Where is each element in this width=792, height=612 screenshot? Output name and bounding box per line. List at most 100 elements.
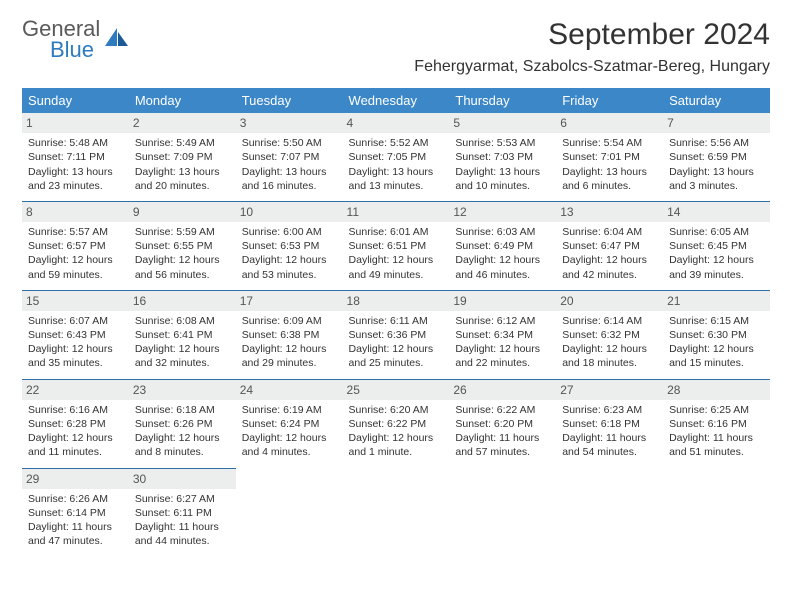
calendar-day-cell: 11Sunrise: 6:01 AMSunset: 6:51 PMDayligh… xyxy=(343,201,450,290)
sunrise-line: Sunrise: 5:48 AM xyxy=(28,136,123,150)
sunrise-line: Sunrise: 5:49 AM xyxy=(135,136,230,150)
calendar-day-cell: 5Sunrise: 5:53 AMSunset: 7:03 PMDaylight… xyxy=(449,113,556,201)
logo-sail-icon xyxy=(104,26,130,55)
day-number: 5 xyxy=(449,113,556,133)
calendar-day-cell: 9Sunrise: 5:59 AMSunset: 6:55 PMDaylight… xyxy=(129,201,236,290)
day-number: 25 xyxy=(343,380,450,400)
daylight-line: Daylight: 12 hours xyxy=(135,431,230,445)
daylight-line: and 15 minutes. xyxy=(669,356,764,370)
sunset-line: Sunset: 7:05 PM xyxy=(349,150,444,164)
calendar-day-cell: 23Sunrise: 6:18 AMSunset: 6:26 PMDayligh… xyxy=(129,379,236,468)
sunset-line: Sunset: 6:28 PM xyxy=(28,417,123,431)
calendar-day-cell: 2Sunrise: 5:49 AMSunset: 7:09 PMDaylight… xyxy=(129,113,236,201)
calendar-day-cell: . xyxy=(343,468,450,556)
daylight-line: Daylight: 13 hours xyxy=(135,165,230,179)
sunset-line: Sunset: 6:30 PM xyxy=(669,328,764,342)
calendar-day-cell: 15Sunrise: 6:07 AMSunset: 6:43 PMDayligh… xyxy=(22,290,129,379)
calendar-day-cell: 18 Sunrise: 6:11 AMSunset: 6:36 PMDayligh… xyxy=(343,290,450,379)
sunrise-line: Sunrise: 5:54 AM xyxy=(562,136,657,150)
sunrise-line: Sunrise: 5:52 AM xyxy=(349,136,444,150)
sunrise-line: Sunrise: 6:14 AM xyxy=(562,314,657,328)
calendar-day-cell: 1Sunrise: 5:48 AMSunset: 7:11 PMDaylight… xyxy=(22,113,129,201)
calendar-day-cell: 4Sunrise: 5:52 AMSunset: 7:05 PMDaylight… xyxy=(343,113,450,201)
day-number: 6 xyxy=(556,113,663,133)
sunset-line: Sunset: 7:09 PM xyxy=(135,150,230,164)
sunset-line: Sunset: 6:47 PM xyxy=(562,239,657,253)
calendar-day-cell: 12Sunrise: 6:03 AMSunset: 6:49 PMDayligh… xyxy=(449,201,556,290)
daylight-line: Daylight: 13 hours xyxy=(455,165,550,179)
daylight-line: Daylight: 12 hours xyxy=(242,342,337,356)
day-number: 30 xyxy=(129,469,236,489)
daylight-line: and 10 minutes. xyxy=(455,179,550,193)
daylight-line: Daylight: 12 hours xyxy=(349,253,444,267)
daylight-line: Daylight: 12 hours xyxy=(562,342,657,356)
daylight-line: Daylight: 12 hours xyxy=(135,342,230,356)
daylight-line: Daylight: 12 hours xyxy=(669,342,764,356)
calendar-day-cell: 16Sunrise: 6:08 AMSunset: 6:41 PMDayligh… xyxy=(129,290,236,379)
sunset-line: Sunset: 6:24 PM xyxy=(242,417,337,431)
sunrise-line: Sunrise: 6:08 AM xyxy=(135,314,230,328)
daylight-line: and 51 minutes. xyxy=(669,445,764,459)
daylight-line: and 46 minutes. xyxy=(455,268,550,282)
calendar-header-row: SundayMondayTuesdayWednesdayThursdayFrid… xyxy=(22,88,770,113)
daylight-line: and 25 minutes. xyxy=(349,356,444,370)
daylight-line: and 44 minutes. xyxy=(135,534,230,548)
calendar-week: 1Sunrise: 5:48 AMSunset: 7:11 PMDaylight… xyxy=(22,113,770,201)
daylight-line: Daylight: 13 hours xyxy=(349,165,444,179)
sunrise-line: Sunrise: 6:19 AM xyxy=(242,403,337,417)
sunset-line: Sunset: 6:34 PM xyxy=(455,328,550,342)
calendar-day-cell: 29Sunrise: 6:26 AMSunset: 6:14 PMDayligh… xyxy=(22,468,129,556)
daylight-line: Daylight: 12 hours xyxy=(242,431,337,445)
daylight-line: Daylight: 12 hours xyxy=(349,342,444,356)
daylight-line: Daylight: 12 hours xyxy=(669,253,764,267)
daylight-line: and 13 minutes. xyxy=(349,179,444,193)
sunset-line: Sunset: 6:36 PM xyxy=(349,328,444,342)
calendar-day-cell: 20Sunrise: 6:14 AMSunset: 6:32 PMDayligh… xyxy=(556,290,663,379)
sunrise-line: Sunrise: 5:57 AM xyxy=(28,225,123,239)
day-number: 27 xyxy=(556,380,663,400)
sunrise-line: Sunrise: 6:27 AM xyxy=(135,492,230,506)
daylight-line: Daylight: 11 hours xyxy=(455,431,550,445)
day-number: 26 xyxy=(449,380,556,400)
daylight-line: and 42 minutes. xyxy=(562,268,657,282)
daylight-line: Daylight: 13 hours xyxy=(28,165,123,179)
weekday-header: Tuesday xyxy=(236,88,343,113)
sunset-line: Sunset: 6:14 PM xyxy=(28,506,123,520)
daylight-line: Daylight: 12 hours xyxy=(28,342,123,356)
weekday-header: Monday xyxy=(129,88,236,113)
sunrise-line: Sunrise: 6:11 AM xyxy=(349,314,444,328)
weekday-header: Saturday xyxy=(663,88,770,113)
sunset-line: Sunset: 6:38 PM xyxy=(242,328,337,342)
day-number: 3 xyxy=(236,113,343,133)
day-number: 1 xyxy=(22,113,129,133)
daylight-line: Daylight: 13 hours xyxy=(562,165,657,179)
daylight-line: and 59 minutes. xyxy=(28,268,123,282)
calendar-day-cell: 30 Sunrise: 6:27 AMSunset: 6:11 PMDayligh… xyxy=(129,468,236,556)
daylight-line: Daylight: 11 hours xyxy=(135,520,230,534)
calendar-week: 15Sunrise: 6:07 AMSunset: 6:43 PMDayligh… xyxy=(22,290,770,379)
day-number: 28 xyxy=(663,380,770,400)
calendar-day-cell: 3Sunrise: 5:50 AMSunset: 7:07 PMDaylight… xyxy=(236,113,343,201)
daylight-line: and 11 minutes. xyxy=(28,445,123,459)
calendar-day-cell: 10Sunrise: 6:00 AMSunset: 6:53 PMDayligh… xyxy=(236,201,343,290)
daylight-line: and 57 minutes. xyxy=(455,445,550,459)
sunset-line: Sunset: 6:57 PM xyxy=(28,239,123,253)
sunset-line: Sunset: 6:11 PM xyxy=(135,506,230,520)
calendar-day-cell: 13Sunrise: 6:04 AMSunset: 6:47 PMDayligh… xyxy=(556,201,663,290)
sunrise-line: Sunrise: 6:12 AM xyxy=(455,314,550,328)
daylight-line: Daylight: 11 hours xyxy=(669,431,764,445)
day-number: 18 xyxy=(343,291,450,311)
daylight-line: and 32 minutes. xyxy=(135,356,230,370)
sunset-line: Sunset: 6:45 PM xyxy=(669,239,764,253)
daylight-line: and 56 minutes. xyxy=(135,268,230,282)
daylight-line: and 49 minutes. xyxy=(349,268,444,282)
daylight-line: Daylight: 12 hours xyxy=(349,431,444,445)
daylight-line: and 53 minutes. xyxy=(242,268,337,282)
month-title: September 2024 xyxy=(414,18,770,52)
daylight-line: Daylight: 12 hours xyxy=(562,253,657,267)
daylight-line: and 22 minutes. xyxy=(455,356,550,370)
calendar-day-cell: 25Sunrise: 6:20 AMSunset: 6:22 PMDayligh… xyxy=(343,379,450,468)
weekday-header: Friday xyxy=(556,88,663,113)
logo-word-blue: Blue xyxy=(50,37,100,63)
calendar-day-cell: 19Sunrise: 6:12 AMSunset: 6:34 PMDayligh… xyxy=(449,290,556,379)
